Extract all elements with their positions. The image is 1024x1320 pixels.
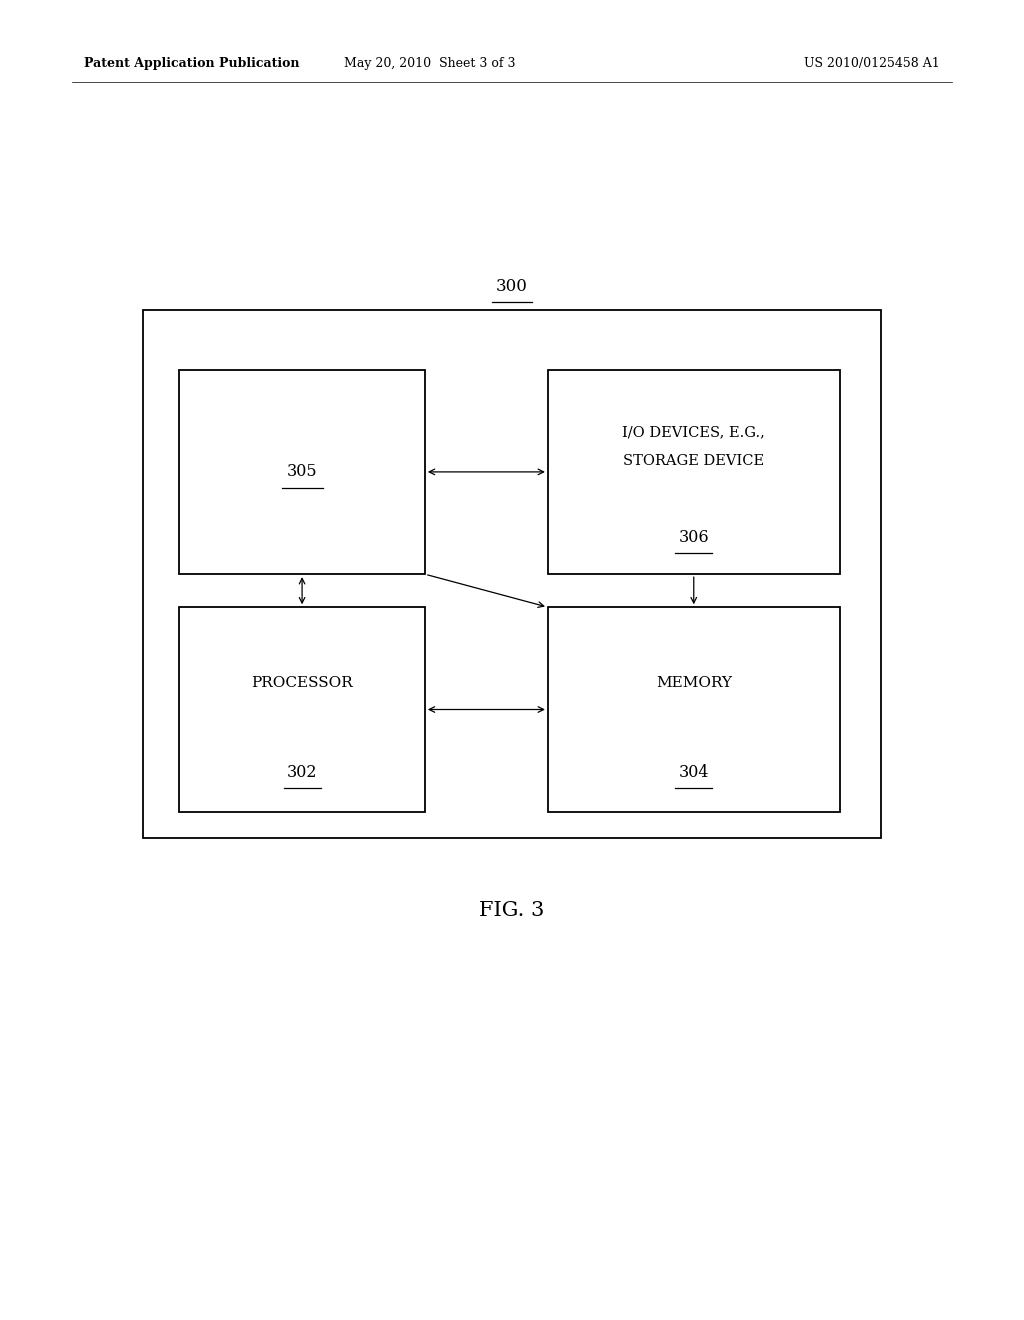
Bar bbox=[143, 310, 881, 838]
Text: May 20, 2010  Sheet 3 of 3: May 20, 2010 Sheet 3 of 3 bbox=[344, 57, 516, 70]
Text: I/O DEVICES, E.G.,: I/O DEVICES, E.G., bbox=[623, 425, 765, 440]
Bar bbox=[179, 607, 425, 812]
Text: Patent Application Publication: Patent Application Publication bbox=[84, 57, 299, 70]
Text: PROCESSOR: PROCESSOR bbox=[251, 676, 353, 690]
Text: FIG. 3: FIG. 3 bbox=[479, 902, 545, 920]
Text: 306: 306 bbox=[679, 529, 709, 545]
Text: US 2010/0125458 A1: US 2010/0125458 A1 bbox=[804, 57, 940, 70]
Text: 300: 300 bbox=[496, 279, 528, 294]
Text: STORAGE DEVICE: STORAGE DEVICE bbox=[624, 454, 764, 469]
Bar bbox=[548, 607, 840, 812]
Bar bbox=[548, 370, 840, 574]
Text: 302: 302 bbox=[287, 764, 317, 780]
Text: MEMORY: MEMORY bbox=[655, 676, 732, 690]
Text: 305: 305 bbox=[287, 463, 317, 480]
Bar bbox=[179, 370, 425, 574]
Text: 304: 304 bbox=[679, 764, 709, 780]
